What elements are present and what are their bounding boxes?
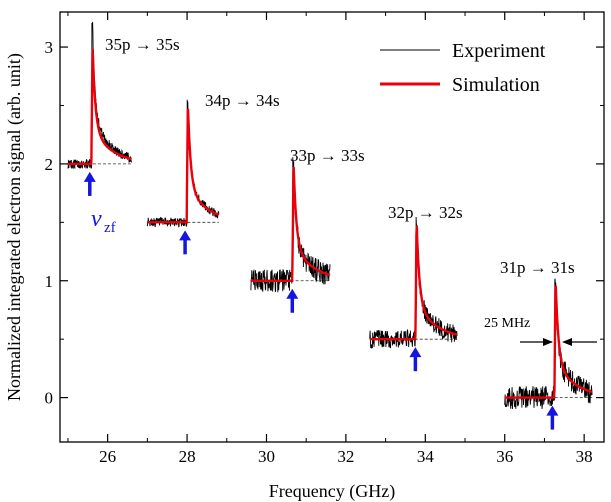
y-axis-label: Normalized integrated electron signal (a… [4,53,25,401]
zero-field-arrowhead [83,171,96,182]
transition-labels: 35p → 35s 34p → 34s 33p → 33s 32p → 32s 31p … [105,35,575,277]
transition-label: 31p → 31s [500,258,575,277]
x-tick-label: 30 [258,447,275,466]
experiment-line [369,216,458,349]
zero-field-label: ν zf [91,206,116,236]
width-label: 25 MHz [484,316,530,331]
simulation-line [67,48,132,166]
plot-content [67,21,593,430]
y-tick-label: 1 [45,272,54,291]
y-tick-label: 3 [45,38,54,57]
y-tick-label: 2 [45,155,54,174]
x-tick-label: 38 [576,447,593,466]
simulation-line [250,167,331,282]
zero-field-subscript: zf [104,220,116,236]
experiment-line [146,99,220,228]
simulation-line [147,108,220,224]
legend-experiment-label: Experiment [452,40,546,62]
legend-simulation-label: Simulation [452,74,540,96]
zero-field-symbol: ν [91,206,102,232]
x-axis-label: Frequency (GHz) [269,481,395,502]
x-tick-label: 32 [337,447,354,466]
plot-frame [59,11,605,443]
x-tick-label: 34 [417,447,435,466]
x-tick-label: 28 [179,447,196,466]
simulation-line [504,285,593,399]
zero-field-arrowhead [546,405,559,416]
transition-label: 32p → 32s [388,203,463,222]
width-arrow-right-head [562,338,572,346]
transition-label: 33p → 33s [290,146,365,165]
zero-field-arrowhead [409,347,422,358]
zero-field-arrowhead [179,230,192,241]
width-arrow-left-head [543,338,553,346]
transition-label: 34p → 34s [205,91,280,110]
axis-ticks: 26 28 30 32 34 36 38 0 1 2 3 [45,12,604,466]
x-tick-label: 36 [496,447,513,466]
legend: Experiment Simulation [380,40,546,96]
y-tick-label: 0 [45,389,54,408]
transition-label: 35p → 35s [105,35,180,54]
width-annotation: 25 MHz [484,316,597,346]
experiment-line [250,157,331,293]
zero-field-arrowhead [286,288,299,299]
x-tick-label: 26 [99,447,116,466]
simulation-line [369,225,458,341]
